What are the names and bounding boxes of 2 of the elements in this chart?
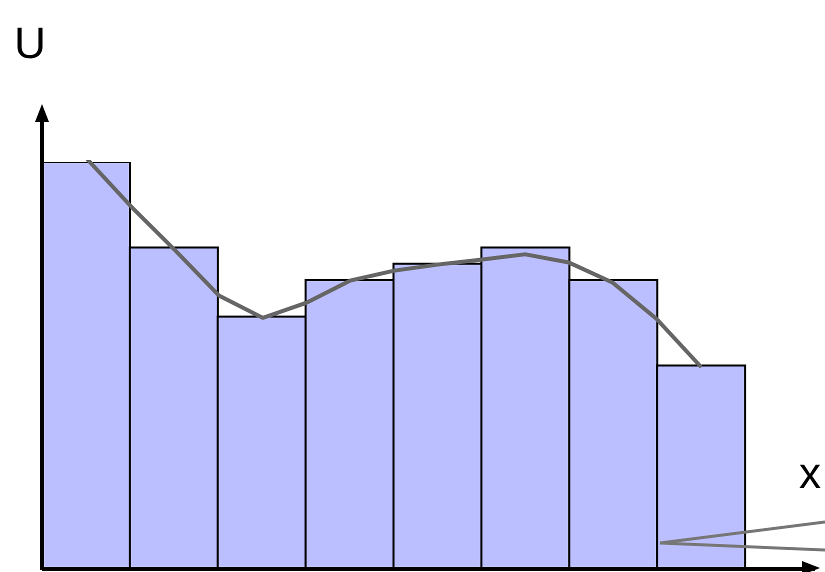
y-axis-title: U (14, 19, 46, 68)
x-axis-title: x (799, 449, 821, 498)
